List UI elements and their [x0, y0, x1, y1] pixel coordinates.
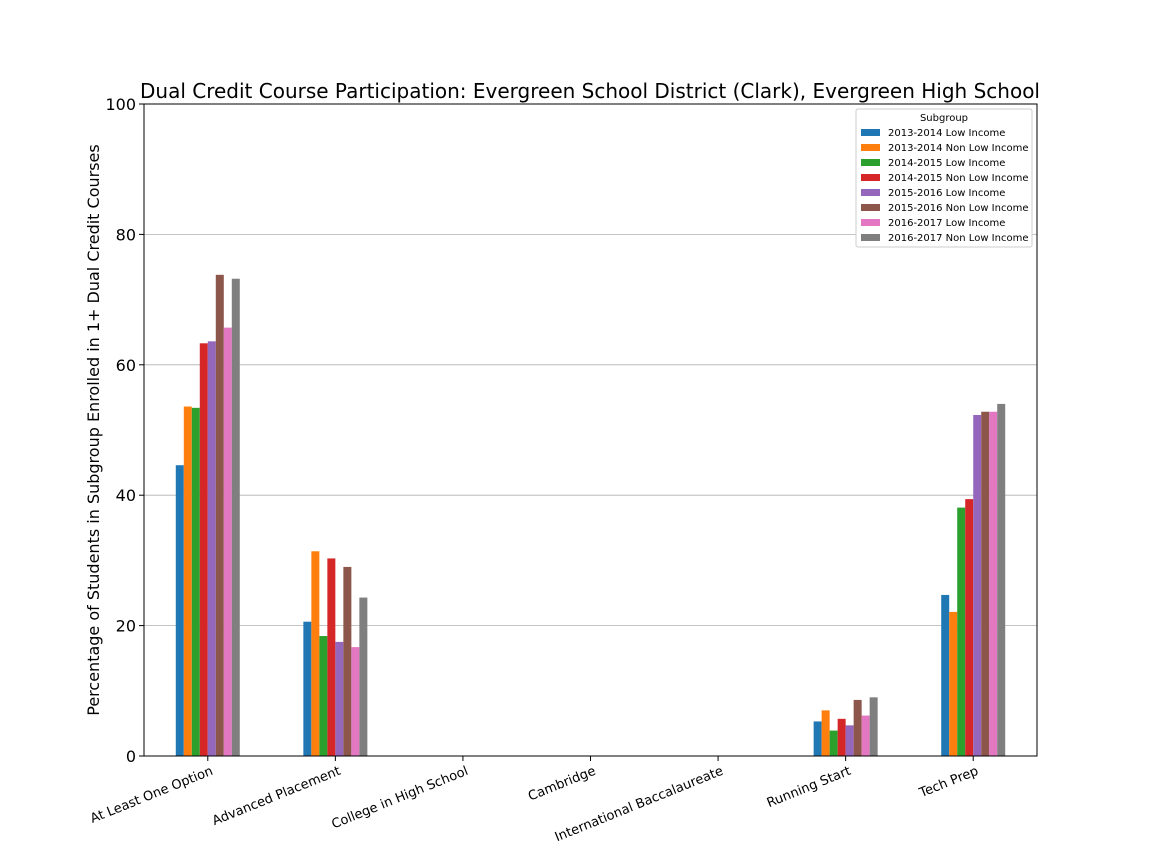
bar	[327, 558, 336, 756]
bar	[231, 278, 240, 756]
x-tick-label: Running Start	[765, 764, 853, 811]
x-tick-label: Tech Prep	[917, 764, 981, 802]
legend-swatch	[861, 219, 880, 226]
x-tick-label: College in High School	[330, 764, 471, 833]
legend-entry: 2014-2015 Low Income	[888, 158, 1005, 169]
bars-group	[175, 274, 1006, 756]
bar	[359, 597, 368, 756]
legend-swatch	[861, 144, 880, 151]
bar	[191, 407, 200, 756]
y-axis-label: Percentage of Students in Subgroup Enrol…	[84, 144, 103, 715]
x-tick-label: Cambridge	[526, 764, 598, 805]
bar	[311, 551, 320, 756]
legend-entry: 2013-2014 Non Low Income	[888, 143, 1028, 154]
bar	[813, 721, 822, 756]
x-tick-label: Advanced Placement	[210, 764, 343, 829]
bar	[861, 715, 870, 756]
bar	[319, 636, 328, 756]
bar	[199, 343, 208, 756]
bar	[989, 411, 998, 756]
bar	[343, 566, 352, 756]
y-tick-label: 20	[116, 617, 136, 636]
bar	[351, 647, 360, 756]
bar	[207, 341, 216, 756]
legend-swatch	[861, 174, 880, 181]
y-tick-label: 80	[116, 225, 136, 244]
y-tick-label: 100	[105, 95, 136, 114]
legend-box	[855, 108, 1033, 248]
bar	[957, 507, 966, 756]
bar	[973, 415, 982, 756]
x-tick-label: At Least One Option	[88, 764, 215, 827]
bar	[829, 730, 838, 756]
bar	[175, 465, 184, 756]
chart-title: Dual Credit Course Participation: Evergr…	[140, 79, 1040, 103]
y-tick-label: 40	[116, 486, 136, 505]
legend-entry: 2015-2016 Low Income	[888, 188, 1005, 199]
bar	[853, 699, 862, 756]
bar	[981, 411, 990, 756]
bar	[223, 327, 232, 756]
y-tick-label: 0	[126, 747, 136, 766]
legend-entry: 2015-2016 Non Low Income	[888, 203, 1028, 214]
bar	[941, 594, 950, 756]
bar	[845, 725, 854, 756]
legend-swatch	[861, 189, 880, 196]
y-ticks: 0 20 40 60 80 100	[105, 95, 144, 766]
legend-title: Subgroup	[920, 113, 968, 124]
bar	[869, 697, 878, 756]
legend-entry: 2014-2015 Non Low Income	[888, 173, 1028, 184]
bar	[821, 710, 830, 756]
legend-swatch	[861, 234, 880, 241]
y-tick-label: 60	[116, 356, 136, 375]
bar	[997, 403, 1006, 756]
legend-swatch	[861, 204, 880, 211]
legend-swatch	[861, 159, 880, 166]
legend-entry: 2016-2017 Non Low Income	[888, 233, 1028, 244]
bar	[949, 611, 958, 756]
bar	[183, 406, 192, 756]
legend: Subgroup 2013-2014 Low Income 2013-2014 No…	[855, 108, 1033, 248]
bar	[837, 718, 846, 756]
bar	[335, 641, 344, 756]
y-gridlines	[144, 233, 1037, 626]
legend-swatch	[861, 129, 880, 136]
bar	[303, 621, 312, 756]
bar	[965, 499, 974, 756]
bar	[215, 274, 224, 756]
legend-entry: 2016-2017 Low Income	[888, 218, 1005, 229]
legend-entry: 2013-2014 Low Income	[888, 128, 1005, 139]
